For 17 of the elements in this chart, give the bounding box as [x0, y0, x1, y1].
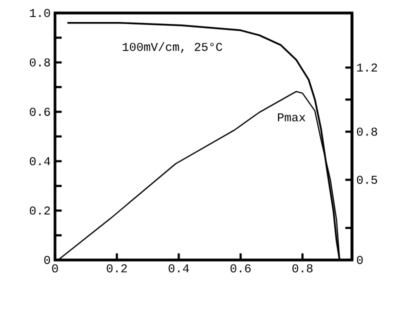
x-tick-label: 0.6	[230, 264, 251, 272]
x-tick-label: 0	[52, 264, 58, 272]
x-tick-label: 0.2	[106, 264, 127, 272]
y-tick-label: 1.0	[30, 8, 50, 18]
y-tick-label: 0	[44, 256, 50, 264]
y2-tick-label: 0	[356, 256, 363, 264]
y-tick-label: 0.2	[30, 206, 50, 215]
x-tick-label: 0.8	[292, 264, 313, 272]
y2-tick-label: 0.8	[356, 128, 378, 136]
y-tick-label: 0.4	[30, 157, 50, 166]
y2-tick-label: 1.2	[357, 64, 378, 72]
y2-tick-label: 0.5	[356, 176, 378, 184]
annotation: 100mV/cm, 25°C	[122, 42, 222, 53]
annotation: Pmax	[278, 113, 306, 122]
x-tick-label: 0.4	[168, 264, 189, 272]
y-tick-label: 0.6	[30, 108, 50, 116]
y-tick-label: 0.8	[30, 58, 50, 66]
